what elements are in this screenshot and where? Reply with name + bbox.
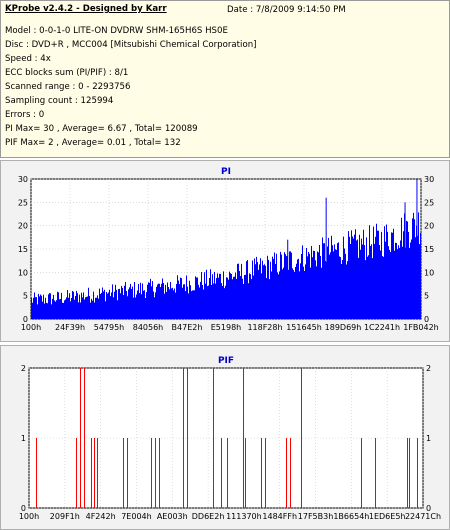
- pif-y-tick-left-0: 0: [21, 504, 26, 513]
- pif-chart-title: PIF: [218, 356, 234, 366]
- pif-x-tick-3: 7E004h: [121, 512, 151, 521]
- pi-x-tick-0: 100h: [21, 323, 41, 332]
- pi-x-tick-4: B47E2h: [172, 323, 203, 332]
- pi-x-tick-3: 84056h: [133, 323, 164, 332]
- pi-y-tick-right-0: 0: [424, 315, 429, 324]
- pif-x-tick-1: 209F1h: [50, 512, 80, 521]
- pif-chart: PIF 0 0 1 1 2 2 100h 209F1h 4F242h 7E004h AE003h DD6…: [19, 356, 441, 521]
- pi-y-tick-left-2: 10: [18, 268, 28, 277]
- pif-summary-line: PIF Max= 2 , Average= 0.01 , Total= 132: [5, 138, 181, 148]
- speed-line: Speed : 4x: [5, 54, 51, 64]
- pi-x-tick-9: 1C2241h: [364, 323, 400, 332]
- pi-y-tick-left-6: 30: [18, 175, 28, 184]
- pi-chart: PI 0 0 5 5 10 10 15 15 20 20 25 25 30 30 100h 24F39h 5479…: [18, 167, 439, 332]
- model-line: Model : 0-0-1-0 LITE-ON DVDRW SHM-165H6S…: [5, 26, 228, 36]
- pi-y-tick-left-3: 15: [18, 245, 28, 254]
- pi-y-tick-right-5: 25: [424, 198, 434, 207]
- pif-x-tick-4: AE003h: [157, 512, 188, 521]
- pif-y-tick-right-2: 2: [426, 364, 431, 373]
- errors-line: Errors : 0: [5, 110, 45, 120]
- pi-x-tick-8: 189D69h: [325, 323, 362, 332]
- pi-y-tick-right-6: 30: [424, 175, 434, 184]
- pi-y-tick-left-0: 0: [23, 315, 28, 324]
- pif-x-tick-10: 1ED6E5h: [369, 512, 406, 521]
- pi-chart-title: PI: [221, 167, 231, 177]
- pif-y-tick-left-2: 2: [21, 364, 26, 373]
- pi-chart-panel: PI 0 0 5 5 10 10 15 15 20 20 25 25 30 30 100h 24F39h 5479…: [0, 160, 450, 342]
- pif-x-tick-5: DD6E2h: [192, 512, 225, 521]
- pi-y-tick-right-2: 10: [424, 268, 434, 277]
- pi-x-tick-2: 54795h: [94, 323, 125, 332]
- pif-chart-panel: PIF 0 0 1 1 2 2 100h 209F1h 4F242h 7E004h AE003h DD6…: [0, 345, 450, 530]
- pi-x-tick-1: 24F39h: [55, 323, 85, 332]
- pif-plot-area: [28, 367, 424, 509]
- pi-x-tick-10: 1FB042h: [403, 323, 439, 332]
- pif-y-tick-left-1: 1: [21, 434, 26, 443]
- pif-y-tick-right-0: 0: [426, 504, 431, 513]
- pi-x-tick-5: E5198h: [211, 323, 241, 332]
- ecc-line: ECC blocks sum (PI/PIF) : 8/1: [5, 68, 129, 78]
- pif-x-tick-11: 22471Ch: [405, 512, 441, 521]
- pi-y-tick-right-4: 20: [424, 222, 434, 231]
- pi-x-tick-7: 151645h: [286, 323, 322, 332]
- pi-y-tick-left-5: 25: [18, 198, 28, 207]
- app-title: KProbe v2.4.2 - Designed by Karr: [5, 4, 167, 14]
- disc-line: Disc : DVD+R , MCC004 [Mitsubishi Chemic…: [5, 40, 257, 50]
- pif-x-tick-6: 111370h: [226, 512, 262, 521]
- pi-summary-line: PI Max= 30 , Average= 6.67 , Total= 1200…: [5, 124, 198, 134]
- pif-x-tick-2: 4F242h: [86, 512, 116, 521]
- pif-x-tick-7: 1484FFh: [262, 512, 297, 521]
- pif-x-tick-0: 100h: [19, 512, 39, 521]
- sampling-count-line: Sampling count : 125994: [5, 96, 114, 106]
- pif-y-tick-right-1: 1: [426, 434, 431, 443]
- scanned-range-line: Scanned range : 0 - 2293756: [5, 82, 131, 92]
- pi-y-tick-right-1: 5: [424, 292, 429, 301]
- pi-x-tick-6: 118F28h: [247, 323, 282, 332]
- pi-y-tick-left-1: 5: [23, 292, 28, 301]
- pif-x-tick-8: 17F5B3h: [298, 512, 334, 521]
- info-panel: KProbe v2.4.2 - Designed by Karr Date : …: [0, 0, 450, 158]
- pi-y-tick-right-3: 15: [424, 245, 434, 254]
- scan-date: Date : 7/8/2009 9:14:50 PM: [227, 5, 346, 15]
- pif-x-tick-9: 1B6654h: [333, 512, 369, 521]
- pi-y-tick-left-4: 20: [18, 222, 28, 231]
